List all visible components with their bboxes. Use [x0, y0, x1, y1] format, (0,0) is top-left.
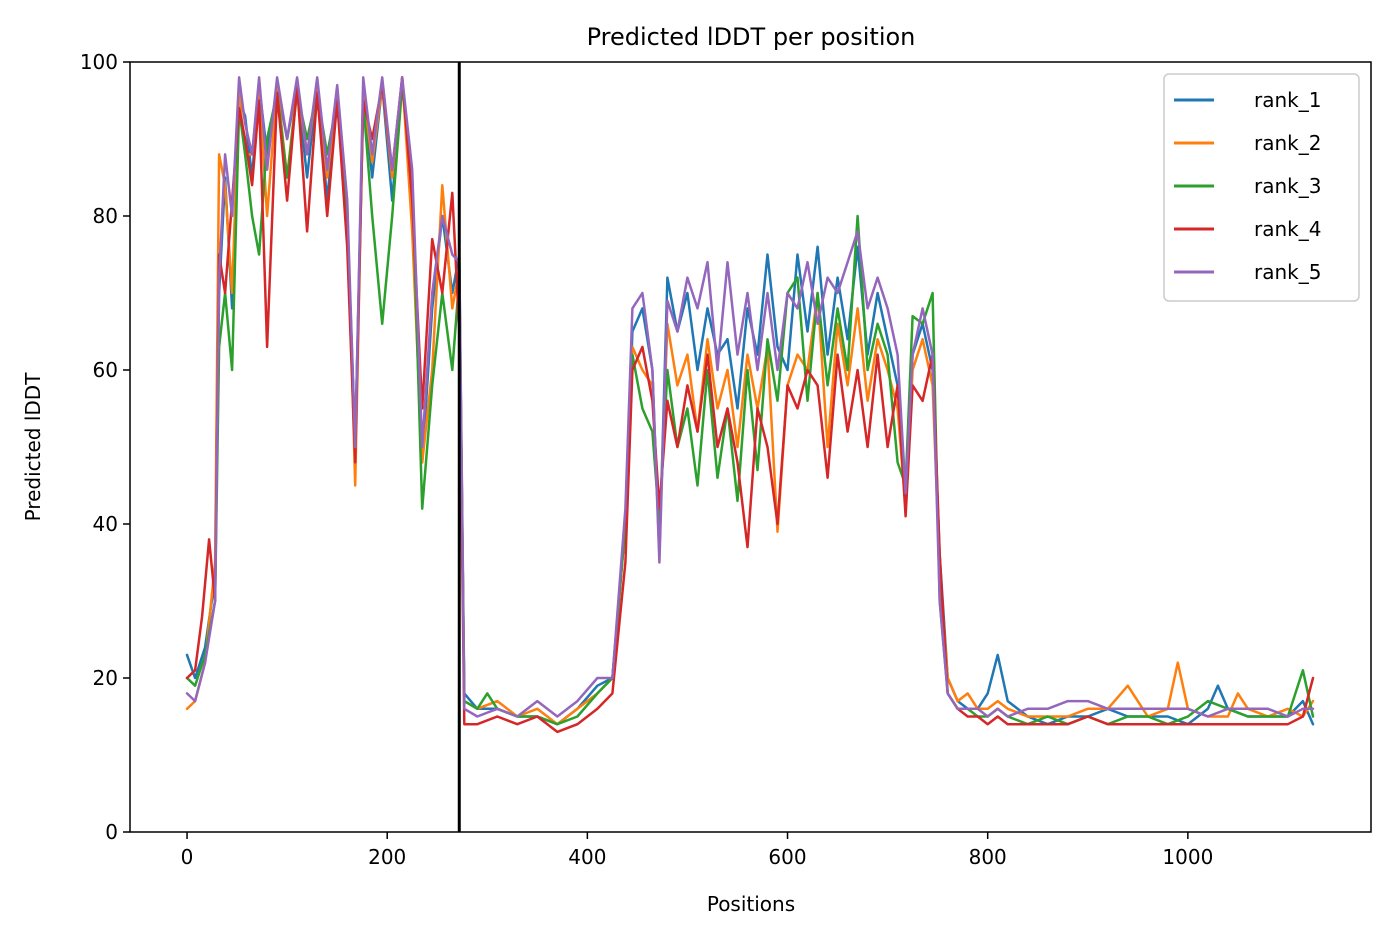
legend-box: [1163, 73, 1360, 302]
legend-label-rank-2: rank_2: [1254, 131, 1321, 155]
y-axis-label: Predicted lDDT: [21, 372, 45, 522]
x-tick-label: 400: [568, 845, 606, 869]
x-tick-label: 0: [181, 845, 194, 869]
y-tick-label: 0: [105, 820, 118, 844]
series-line-rank-5: [185, 76, 1315, 718]
axes-frame: [129, 61, 1372, 833]
y-tick-label: 20: [93, 666, 118, 690]
y-axis-ticks: 0 20 40 60 80 100: [80, 50, 130, 844]
y-tick-label: 80: [93, 204, 118, 228]
legend-label-rank-3: rank_3: [1254, 174, 1321, 198]
y-tick-label: 60: [93, 358, 118, 382]
legend: rank_1 rank_2 rank_3 rank_4 rank_5: [1163, 73, 1360, 302]
legend-label-rank-1: rank_1: [1254, 88, 1321, 112]
x-tick-label: 600: [768, 845, 806, 869]
legend-label-rank-5: rank_5: [1254, 260, 1321, 284]
y-tick-label: 100: [80, 50, 118, 74]
x-tick-label: 800: [969, 845, 1007, 869]
legend-label-rank-4: rank_4: [1254, 217, 1321, 241]
plot-area: [185, 76, 1315, 734]
y-tick-label: 40: [93, 512, 118, 536]
chart-title: Predicted lDDT per position: [587, 23, 916, 51]
x-axis-label: Positions: [707, 892, 795, 916]
series-line-rank-4: [185, 76, 1315, 734]
x-tick-label: 1000: [1162, 845, 1213, 869]
x-axis-ticks: 0 200 400 600 800 1000: [181, 832, 1213, 869]
x-tick-label: 200: [368, 845, 406, 869]
